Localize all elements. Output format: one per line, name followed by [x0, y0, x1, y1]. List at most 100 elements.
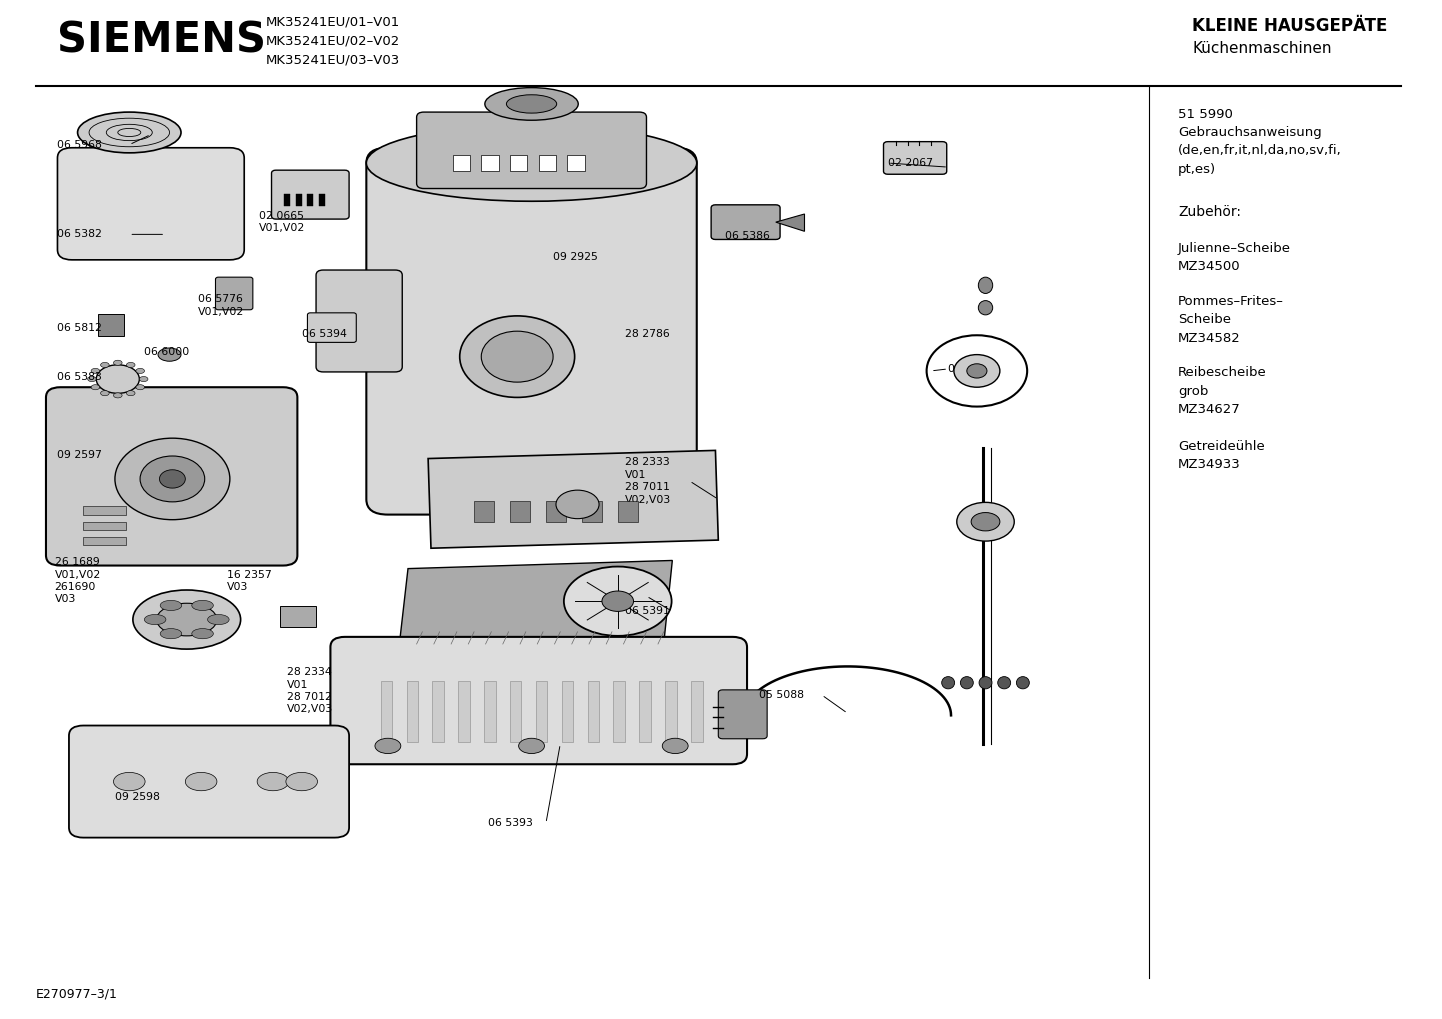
Text: Küchenmaschinen: Küchenmaschinen — [1193, 42, 1332, 56]
Ellipse shape — [662, 738, 688, 754]
Polygon shape — [428, 450, 718, 548]
Ellipse shape — [957, 502, 1014, 541]
Ellipse shape — [192, 629, 213, 639]
Text: 06 5776
V01,V02: 06 5776 V01,V02 — [198, 294, 245, 317]
Text: 09 2925: 09 2925 — [554, 252, 598, 262]
Text: 06 5392: 06 5392 — [949, 364, 994, 374]
Text: MZ34933: MZ34933 — [1178, 459, 1240, 471]
Bar — [581, 501, 601, 522]
Bar — [296, 194, 301, 206]
Bar — [319, 194, 324, 206]
Ellipse shape — [97, 365, 140, 393]
Ellipse shape — [88, 377, 97, 382]
Text: 02 0665
V01,V02: 02 0665 V01,V02 — [258, 211, 304, 233]
Ellipse shape — [601, 591, 633, 611]
Bar — [547, 501, 567, 522]
Text: 06 5393: 06 5393 — [489, 818, 534, 828]
Text: 02 2067: 02 2067 — [888, 158, 933, 168]
Text: 09 4604: 09 4604 — [529, 119, 574, 129]
Text: 28 2786: 28 2786 — [624, 329, 669, 339]
Text: 06 6000: 06 6000 — [144, 346, 189, 357]
Text: 16 2357
V03: 16 2357 V03 — [226, 570, 271, 592]
Text: 06 5383: 06 5383 — [58, 372, 102, 382]
Bar — [510, 155, 528, 171]
Text: Julienne–Scheibe: Julienne–Scheibe — [1178, 243, 1291, 255]
Text: 06 5968: 06 5968 — [58, 140, 102, 150]
Bar — [84, 522, 127, 530]
Text: 09 2597: 09 2597 — [58, 450, 102, 461]
Bar — [539, 155, 557, 171]
Bar — [485, 681, 496, 742]
Text: 06 5391: 06 5391 — [624, 606, 669, 616]
Ellipse shape — [140, 377, 149, 382]
Ellipse shape — [979, 677, 992, 689]
Bar — [84, 506, 127, 515]
Text: 06 5386: 06 5386 — [725, 231, 770, 242]
Ellipse shape — [966, 364, 986, 378]
Text: Zubehör:: Zubehör: — [1178, 205, 1242, 219]
Ellipse shape — [91, 385, 99, 390]
Text: E270977–3/1: E270977–3/1 — [36, 987, 118, 1000]
Text: (de,en,fr,it,nl,da,no,sv,fi,: (de,en,fr,it,nl,da,no,sv,fi, — [1178, 145, 1341, 157]
Ellipse shape — [157, 603, 216, 636]
Bar — [568, 155, 584, 171]
Ellipse shape — [91, 368, 99, 374]
Bar — [453, 155, 470, 171]
Polygon shape — [776, 214, 805, 231]
FancyBboxPatch shape — [58, 148, 244, 260]
Bar — [307, 194, 313, 206]
Bar — [617, 501, 637, 522]
FancyBboxPatch shape — [69, 726, 349, 838]
Ellipse shape — [942, 677, 955, 689]
FancyBboxPatch shape — [417, 112, 646, 189]
Ellipse shape — [186, 772, 216, 791]
Bar — [587, 681, 598, 742]
Text: Pommes–Frites–: Pommes–Frites– — [1178, 296, 1283, 308]
Ellipse shape — [955, 355, 999, 387]
Ellipse shape — [970, 513, 999, 531]
Bar — [639, 681, 650, 742]
Text: pt,es): pt,es) — [1178, 163, 1216, 175]
Text: MK35241EU/01–V01
MK35241EU/02–V02
MK35241EU/03–V03: MK35241EU/01–V01 MK35241EU/02–V02 MK3524… — [265, 15, 399, 66]
Ellipse shape — [144, 614, 166, 625]
Ellipse shape — [114, 392, 123, 398]
Ellipse shape — [115, 438, 229, 520]
Bar — [482, 155, 499, 171]
Bar — [407, 681, 418, 742]
FancyBboxPatch shape — [884, 142, 947, 174]
Text: 05 5088: 05 5088 — [758, 690, 803, 700]
Ellipse shape — [375, 738, 401, 754]
Ellipse shape — [136, 385, 144, 390]
Bar — [381, 681, 392, 742]
Ellipse shape — [101, 363, 110, 368]
Ellipse shape — [519, 738, 545, 754]
Bar — [433, 681, 444, 742]
Ellipse shape — [114, 361, 123, 366]
Ellipse shape — [978, 277, 992, 293]
Bar — [665, 681, 676, 742]
Ellipse shape — [960, 677, 973, 689]
Bar — [474, 501, 495, 522]
Text: 06 6306: 06 6306 — [639, 158, 685, 168]
Ellipse shape — [485, 88, 578, 120]
Text: KLEINE HAUSGЕРÄTE: KLEINE HAUSGЕРÄTE — [1193, 17, 1387, 36]
Ellipse shape — [101, 390, 110, 395]
Ellipse shape — [978, 301, 992, 315]
Text: Getreideühle: Getreideühle — [1178, 440, 1265, 452]
Text: 51 5990: 51 5990 — [1178, 108, 1233, 120]
Text: Gebrauchsanweisung: Gebrauchsanweisung — [1178, 126, 1322, 139]
Text: MZ34627: MZ34627 — [1178, 404, 1240, 416]
Ellipse shape — [159, 348, 182, 362]
FancyBboxPatch shape — [330, 637, 747, 764]
Ellipse shape — [160, 470, 186, 488]
Text: MZ34500: MZ34500 — [1178, 261, 1240, 273]
Text: 28 2334
V01
28 7012
V02,V03: 28 2334 V01 28 7012 V02,V03 — [287, 667, 333, 714]
Ellipse shape — [1017, 677, 1030, 689]
Text: SIEMENS: SIEMENS — [58, 19, 267, 62]
Ellipse shape — [114, 772, 146, 791]
Ellipse shape — [257, 772, 288, 791]
FancyBboxPatch shape — [46, 387, 297, 566]
Ellipse shape — [482, 331, 554, 382]
Polygon shape — [399, 560, 672, 644]
Ellipse shape — [140, 457, 205, 502]
